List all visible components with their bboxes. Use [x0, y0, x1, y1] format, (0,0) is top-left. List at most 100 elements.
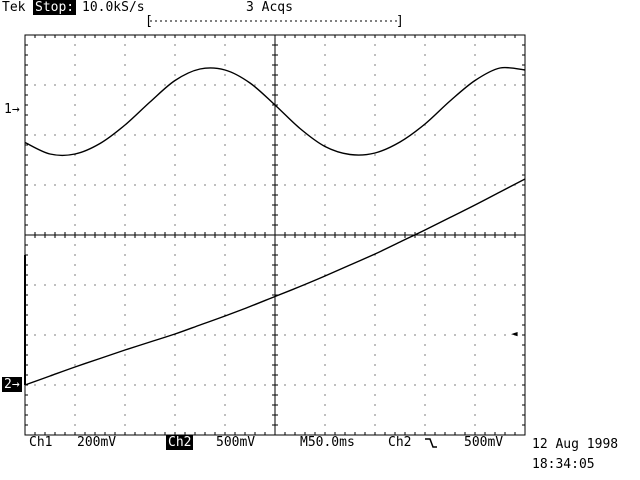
grid-dot: [164, 184, 166, 186]
grid-dot: [154, 84, 156, 86]
grid-dot: [424, 194, 426, 196]
graticule-center-axes: [24, 34, 526, 436]
grid-dot: [134, 384, 136, 386]
grid-dot: [74, 104, 76, 106]
grid-dot: [324, 224, 326, 226]
acquisitions-count: 3 Acqs: [246, 0, 293, 15]
grid-dot: [324, 54, 326, 56]
grid-dot: [374, 144, 376, 146]
grid-dot: [184, 384, 186, 386]
grid-dot: [344, 384, 346, 386]
grid-dot: [324, 74, 326, 76]
grid-dot: [504, 134, 506, 136]
grid-dot: [514, 334, 516, 336]
grid-dot: [334, 334, 336, 336]
grid-dot: [74, 284, 76, 286]
grid-dot: [474, 124, 476, 126]
grid-dot: [184, 84, 186, 86]
grid-dot: [424, 274, 426, 276]
grid-dot: [494, 284, 496, 286]
grid-dot: [124, 294, 126, 296]
grid-dot: [374, 374, 376, 376]
grid-dot: [504, 384, 506, 386]
grid-dot: [114, 334, 116, 336]
grid-dot: [224, 184, 226, 186]
grid-dot: [224, 174, 226, 176]
grid-dot: [144, 84, 146, 86]
grid-dot: [414, 334, 416, 336]
grid-dot: [224, 154, 226, 156]
grid-dot: [514, 184, 516, 186]
grid-dot: [174, 174, 176, 176]
grid-dot: [194, 134, 196, 136]
grid-dot: [374, 334, 376, 336]
grid-dot: [374, 74, 376, 76]
grid-dot: [224, 284, 226, 286]
grid-dot: [184, 284, 186, 286]
grid-dot: [374, 424, 376, 426]
grid-dot: [474, 304, 476, 306]
grid-dot: [204, 334, 206, 336]
grid-dot: [194, 84, 196, 86]
grid-dot: [474, 314, 476, 316]
grid-dot: [364, 334, 366, 336]
grid-dot: [74, 404, 76, 406]
grid-dot: [374, 44, 376, 46]
grid-dot: [324, 414, 326, 416]
ch2-scale: 500mV: [216, 435, 256, 450]
grid-dot: [374, 154, 376, 156]
grid-dot: [74, 224, 76, 226]
grid-dot: [454, 184, 456, 186]
grid-dot: [224, 304, 226, 306]
grid-dot: [334, 384, 336, 386]
grid-dot: [174, 164, 176, 166]
grid-dot: [194, 284, 196, 286]
grid-dot: [414, 84, 416, 86]
grid-dot: [74, 424, 76, 426]
grid-dot: [254, 284, 256, 286]
grid-dot: [284, 284, 286, 286]
grid-dot: [214, 184, 216, 186]
grid-dot: [374, 114, 376, 116]
trigger-level-icon: ◄: [511, 327, 518, 340]
grid-dot: [514, 284, 516, 286]
grid-dot: [124, 84, 126, 86]
grid-dot: [474, 414, 476, 416]
grid-dot: [374, 344, 376, 346]
grid-dot: [124, 44, 126, 46]
grid-dot: [304, 334, 306, 336]
grid-dot: [174, 314, 176, 316]
grid-dot: [424, 344, 426, 346]
ch2-ramp-trace: [24, 178, 526, 386]
grid-dot: [404, 284, 406, 286]
grid-dot: [224, 64, 226, 66]
grid-dot: [224, 294, 226, 296]
sample-rate-label: 10.0kS/s: [82, 0, 145, 15]
grid-dot: [334, 184, 336, 186]
grid-dot: [174, 304, 176, 306]
grid-dot: [224, 144, 226, 146]
grid-dot: [484, 284, 486, 286]
grid-dot: [224, 124, 226, 126]
grid-dot: [474, 104, 476, 106]
grid-dot: [124, 134, 126, 136]
grid-dot: [434, 134, 436, 136]
grid-dot: [114, 84, 116, 86]
grid-dot: [424, 244, 426, 246]
grid-dot: [34, 334, 36, 336]
grid-dot: [374, 134, 376, 136]
grid-dot: [224, 334, 226, 336]
grid-dot: [84, 284, 86, 286]
grid-dot: [74, 64, 76, 66]
grid-dot: [124, 244, 126, 246]
grid-dot: [334, 284, 336, 286]
grid-dot: [174, 264, 176, 266]
grid-dot: [224, 344, 226, 346]
grid-dot: [374, 294, 376, 296]
timebase-label: M50.0ms: [300, 435, 355, 450]
grid-dot: [464, 84, 466, 86]
grid-dot: [384, 134, 386, 136]
grid-dot: [464, 384, 466, 386]
grid-dot: [74, 84, 76, 86]
